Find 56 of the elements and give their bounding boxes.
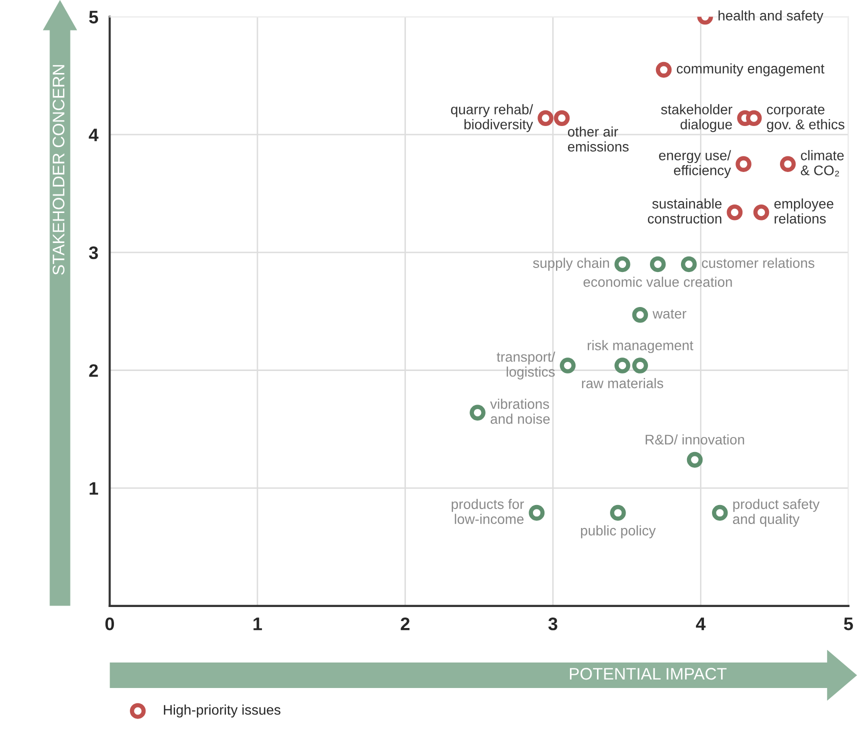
- annotation: customer relations: [702, 258, 814, 268]
- x-tick-label: 0: [105, 617, 114, 630]
- x-axis-title: POTENTIAL IMPACT: [570, 668, 727, 680]
- annotation: public policy: [581, 525, 656, 538]
- annotation: employee relations: [774, 198, 834, 224]
- point: [538, 110, 554, 126]
- x-tick-label: 5: [844, 618, 853, 630]
- point: [780, 156, 796, 172]
- annotation: R&D/ innovation: [646, 434, 744, 445]
- point: [656, 62, 672, 78]
- annotation: climate & CO₂: [800, 150, 844, 176]
- legend-label: High-priority issues: [164, 704, 280, 718]
- y-tick-label: 1: [90, 482, 98, 495]
- annotation: quarry rehab/ biodiversity: [451, 104, 534, 132]
- annotation: water: [652, 309, 686, 319]
- point: [614, 358, 630, 374]
- y-tick-label: 3: [88, 246, 98, 260]
- y-tick-label: 5: [89, 10, 98, 24]
- y-tick-label: 4: [88, 128, 98, 142]
- point: [650, 256, 666, 272]
- annotation: raw materials: [582, 378, 664, 388]
- annotation: corporate gov. & ethics: [766, 105, 844, 132]
- annotation: sustainable construction: [648, 198, 722, 224]
- annotation: products for low-income: [452, 498, 524, 524]
- x-tick-label: 4: [696, 618, 706, 630]
- annotation: stakeholder dialogue: [661, 104, 732, 132]
- y-axis-title: STAKEHOLDER CONCERN: [52, 65, 64, 275]
- point: [746, 110, 762, 126]
- point: [554, 110, 570, 126]
- annotation: vibrations and noise: [490, 398, 550, 424]
- point: [610, 504, 626, 521]
- point: [632, 306, 648, 323]
- annotation: economic value creation: [584, 276, 732, 287]
- point: [736, 156, 752, 172]
- point: [470, 404, 486, 421]
- point: [560, 358, 576, 374]
- point: [680, 256, 697, 272]
- x-tick-label: 2: [400, 617, 410, 630]
- x-tick-label: 1: [254, 618, 262, 630]
- annotation: product safety and quality: [732, 498, 820, 527]
- annotation: transport/ logistics: [496, 352, 556, 380]
- point: [753, 204, 770, 220]
- point: [614, 256, 630, 272]
- point: [712, 504, 728, 521]
- annotation: supply chain: [533, 258, 609, 271]
- annotation: risk management: [588, 340, 694, 354]
- point: [632, 358, 648, 374]
- x-tick-label: 3: [548, 617, 558, 630]
- annotation: community engagement: [676, 63, 824, 76]
- annotation: other air emissions: [568, 126, 629, 152]
- annotation: health and safety: [718, 10, 824, 24]
- point: [528, 504, 545, 521]
- y-tick-label: 2: [89, 364, 98, 377]
- point: [686, 452, 703, 468]
- annotation: energy use/ efficiency: [659, 150, 732, 178]
- point: [726, 204, 743, 220]
